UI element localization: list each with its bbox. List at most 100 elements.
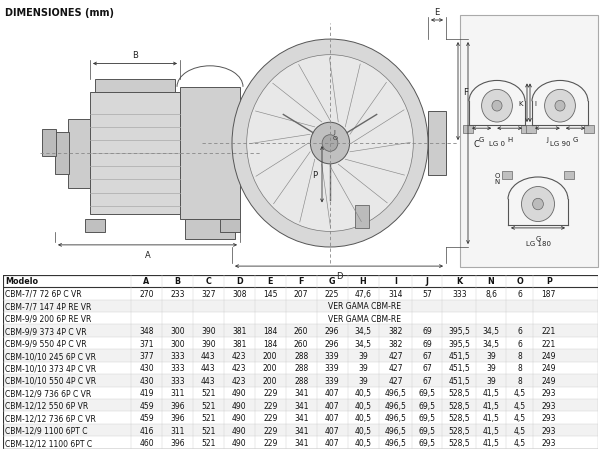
Text: 40,5: 40,5 bbox=[355, 413, 371, 422]
Text: 293: 293 bbox=[542, 438, 556, 447]
Text: VER GAMA CBM-RE: VER GAMA CBM-RE bbox=[328, 314, 401, 323]
Text: 40,5: 40,5 bbox=[355, 401, 371, 410]
Bar bbox=[95, 80, 175, 93]
Text: 229: 229 bbox=[263, 426, 277, 435]
Text: 34,5: 34,5 bbox=[355, 339, 371, 348]
Text: 39: 39 bbox=[486, 351, 496, 360]
Bar bbox=[355, 205, 369, 228]
Text: 451,5: 451,5 bbox=[448, 364, 470, 373]
Text: 419: 419 bbox=[139, 388, 154, 397]
Text: 47,6: 47,6 bbox=[355, 289, 371, 298]
Text: H: H bbox=[507, 136, 512, 143]
Text: 333: 333 bbox=[170, 351, 185, 360]
Text: 69: 69 bbox=[422, 327, 432, 336]
Bar bbox=[463, 126, 473, 134]
Text: 225: 225 bbox=[325, 289, 340, 298]
Text: 416: 416 bbox=[139, 426, 154, 435]
Text: B: B bbox=[132, 51, 138, 60]
Text: 39: 39 bbox=[358, 351, 368, 360]
Text: B: B bbox=[175, 277, 181, 286]
Text: 407: 407 bbox=[325, 438, 340, 447]
Text: 339: 339 bbox=[325, 364, 340, 373]
Bar bbox=[584, 126, 594, 134]
Text: 69,5: 69,5 bbox=[419, 401, 436, 410]
Text: 396: 396 bbox=[170, 438, 185, 447]
Text: CBM-9/9 200 6P RE VR: CBM-9/9 200 6P RE VR bbox=[5, 314, 91, 323]
Text: N: N bbox=[495, 179, 500, 185]
Text: 39: 39 bbox=[358, 376, 368, 385]
Text: J
O: J O bbox=[333, 130, 338, 141]
Text: E: E bbox=[434, 8, 440, 17]
Text: 333: 333 bbox=[170, 364, 185, 373]
Text: 348: 348 bbox=[139, 327, 154, 336]
Bar bbox=[3, 312, 598, 325]
Text: 427: 427 bbox=[388, 351, 403, 360]
Text: 40,5: 40,5 bbox=[355, 426, 371, 435]
Text: LG 90: LG 90 bbox=[550, 141, 570, 147]
Text: 490: 490 bbox=[232, 426, 247, 435]
Circle shape bbox=[521, 187, 554, 222]
Text: 41,5: 41,5 bbox=[482, 388, 500, 397]
Text: 4,5: 4,5 bbox=[514, 388, 526, 397]
Text: C: C bbox=[473, 139, 479, 148]
Bar bbox=[68, 120, 90, 188]
Text: P: P bbox=[546, 277, 552, 286]
Text: 4,5: 4,5 bbox=[514, 426, 526, 435]
Text: 327: 327 bbox=[201, 289, 215, 298]
Text: 528,5: 528,5 bbox=[448, 426, 470, 435]
Text: 293: 293 bbox=[542, 388, 556, 397]
Text: C: C bbox=[205, 277, 211, 286]
Text: 341: 341 bbox=[294, 438, 308, 447]
Text: A: A bbox=[143, 277, 149, 286]
Text: 288: 288 bbox=[294, 376, 308, 385]
Text: 521: 521 bbox=[201, 401, 215, 410]
Bar bbox=[3, 325, 598, 337]
Text: 423: 423 bbox=[232, 376, 247, 385]
Text: I: I bbox=[394, 277, 397, 286]
Text: 333: 333 bbox=[170, 376, 185, 385]
Text: CBM-12/9 1100 6PT C: CBM-12/9 1100 6PT C bbox=[5, 426, 87, 435]
Text: 69,5: 69,5 bbox=[419, 438, 436, 447]
Text: 341: 341 bbox=[294, 426, 308, 435]
Text: 521: 521 bbox=[201, 413, 215, 422]
Text: CBM-7/7 72 6P C VR: CBM-7/7 72 6P C VR bbox=[5, 289, 82, 298]
Bar bbox=[526, 126, 536, 134]
Text: O: O bbox=[516, 277, 523, 286]
Text: 67: 67 bbox=[422, 351, 432, 360]
Text: 8: 8 bbox=[517, 364, 522, 373]
Text: G: G bbox=[535, 236, 541, 242]
Text: 427: 427 bbox=[388, 364, 403, 373]
Text: K: K bbox=[456, 277, 462, 286]
Bar bbox=[42, 130, 56, 156]
Text: H: H bbox=[360, 277, 367, 286]
Text: 423: 423 bbox=[232, 351, 247, 360]
Text: 8: 8 bbox=[517, 351, 522, 360]
Text: 184: 184 bbox=[263, 327, 277, 336]
Text: VER GAMA CBM-RE: VER GAMA CBM-RE bbox=[328, 302, 401, 311]
Text: 6: 6 bbox=[517, 289, 522, 298]
Bar bbox=[3, 411, 598, 424]
Text: 314: 314 bbox=[388, 289, 403, 298]
Text: 288: 288 bbox=[294, 364, 308, 373]
Text: 221: 221 bbox=[542, 327, 556, 336]
Text: 145: 145 bbox=[263, 289, 277, 298]
Text: 288: 288 bbox=[294, 351, 308, 360]
Text: 341: 341 bbox=[294, 413, 308, 422]
Text: 382: 382 bbox=[388, 339, 403, 348]
Text: 69: 69 bbox=[422, 339, 432, 348]
Text: G: G bbox=[329, 277, 335, 286]
Text: CBM-12/12 1100 6PT C: CBM-12/12 1100 6PT C bbox=[5, 438, 92, 447]
Text: CBM-12/12 736 6P C VR: CBM-12/12 736 6P C VR bbox=[5, 413, 95, 422]
Text: 390: 390 bbox=[201, 327, 215, 336]
Text: 427: 427 bbox=[388, 376, 403, 385]
Text: 443: 443 bbox=[201, 364, 215, 373]
Text: 39: 39 bbox=[486, 376, 496, 385]
Text: 260: 260 bbox=[294, 327, 308, 336]
Circle shape bbox=[247, 55, 413, 232]
Text: 459: 459 bbox=[139, 401, 154, 410]
Text: 233: 233 bbox=[170, 289, 185, 298]
Text: 184: 184 bbox=[263, 339, 277, 348]
Text: 407: 407 bbox=[325, 426, 340, 435]
Text: 4,5: 4,5 bbox=[514, 438, 526, 447]
Text: 6: 6 bbox=[517, 339, 522, 348]
